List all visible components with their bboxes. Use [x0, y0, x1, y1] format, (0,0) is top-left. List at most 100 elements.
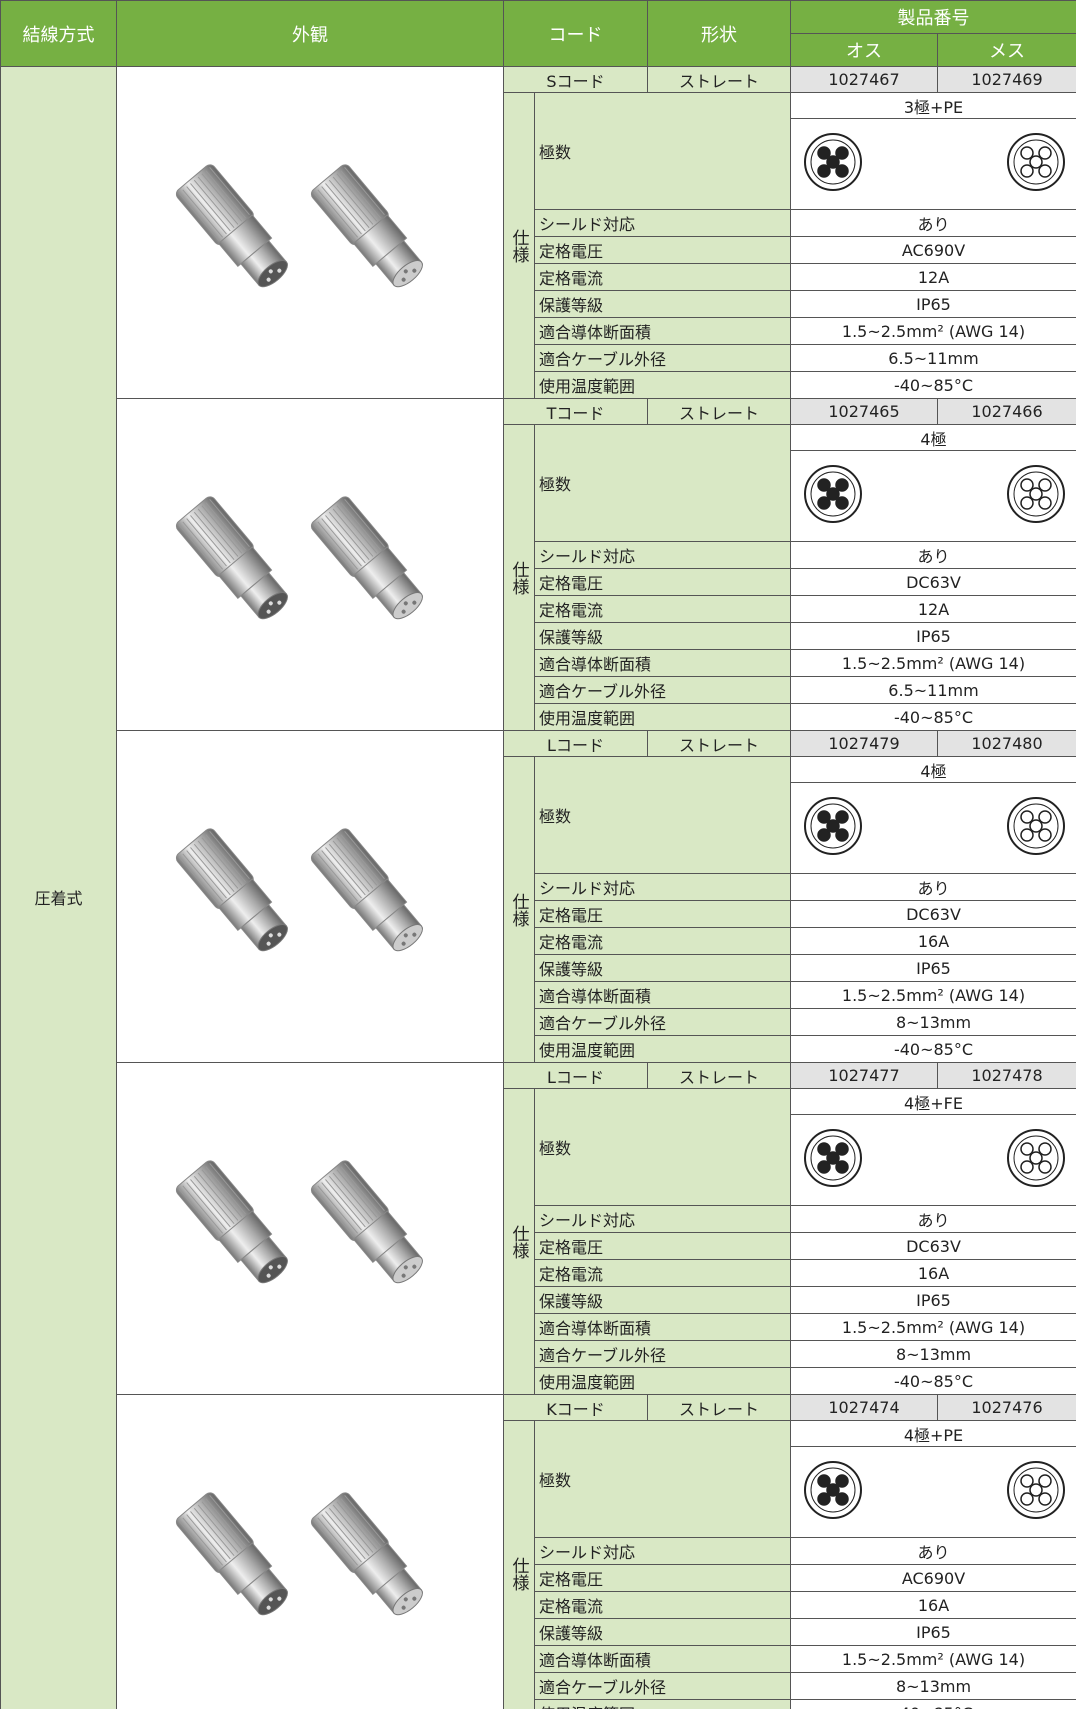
table-row: 定格電圧 DC63V: [1, 900, 1076, 928]
spec-label: 適合導体断面積: [534, 1645, 791, 1673]
table-row: シールド対応 あり: [1, 1205, 1076, 1233]
spec-label: 適合導体断面積: [534, 317, 791, 345]
pin-diagram: [804, 1129, 862, 1187]
spec-label: 適合ケーブル外径: [534, 1008, 791, 1036]
table-row: 使用温度範囲-40~85°C: [1, 703, 1076, 731]
connector-image: [175, 1491, 423, 1615]
pin-diagram: [1007, 133, 1065, 191]
table-row: Lコード ストレート 1027479 1027480: [1, 730, 1076, 1063]
spec-label: 保護等級: [534, 622, 791, 650]
pin-diagram: [804, 465, 862, 523]
spec-value: -40~85°C: [790, 1699, 1076, 1709]
connector: [310, 495, 423, 619]
code: Sコード: [503, 66, 648, 93]
spec-label: 定格電流: [534, 1591, 791, 1619]
table-row: 定格電流 16A: [1, 1591, 1076, 1619]
header-shape: 形状: [647, 0, 791, 67]
table-row: 仕様 極数 4極: [1, 424, 1076, 731]
table-row: シールド対応 あり: [1, 1537, 1076, 1565]
connector-image: [175, 827, 423, 951]
table-row: 保護等級 IP65: [1, 1618, 1076, 1646]
spec-value: あり: [790, 1537, 1076, 1565]
table-row: 適合ケーブル外径 8~13mm: [1, 1008, 1076, 1036]
spec-label: 定格電圧: [534, 236, 791, 264]
spec-label: 定格電流: [534, 595, 791, 623]
pin-diagrams: [804, 797, 1065, 855]
connector: [175, 495, 288, 619]
connector: [175, 1159, 288, 1283]
connector: [310, 1159, 423, 1283]
poles: 4極+FE: [790, 1088, 1076, 1115]
spec-value: 6.5~11mm: [790, 344, 1076, 372]
table-row: Tコード ストレート 1027465 1027466: [1, 398, 1076, 731]
pin-diagram: [1007, 1461, 1065, 1519]
table-body: 圧着式 Sコード ストレート 1027467 1027469 仕様 極数 3極+PE シール…: [0, 66, 1076, 1709]
pin-diagrams: [804, 1461, 1065, 1519]
table-row: 適合導体断面積 1.5~2.5mm² (AWG 14): [1, 1313, 1076, 1341]
poles: 3極+PE: [790, 92, 1076, 119]
spec-value: あり: [790, 873, 1076, 901]
table-row: Kコード ストレート 1027474 1027476: [1, 1394, 1076, 1709]
connector-image: [175, 1159, 423, 1283]
connector: [175, 163, 288, 287]
spec-value: 8~13mm: [790, 1340, 1076, 1368]
spec-value: DC63V: [790, 900, 1076, 928]
spec-value: 12A: [790, 263, 1076, 291]
spec-label: 適合導体断面積: [534, 1313, 791, 1341]
table-row: 定格電流 12A: [1, 595, 1076, 623]
poles: 4極+PE: [790, 1420, 1076, 1447]
table-row: 適合ケーブル外径 8~13mm: [1, 1672, 1076, 1700]
spec-heading: 仕様: [503, 756, 535, 1063]
pin-diagrams: [804, 133, 1065, 191]
pin-diagram: [804, 1461, 862, 1519]
spec-label: 使用温度範囲: [534, 1699, 791, 1709]
table-row: 定格電圧 AC690V: [1, 236, 1076, 264]
male-number: 1027479: [790, 730, 938, 757]
male-number: 1027477: [790, 1062, 938, 1089]
spec-value: 12A: [790, 595, 1076, 623]
female-number: 1027466: [937, 398, 1076, 425]
pin-cell: [790, 450, 1076, 542]
spec-label: 適合ケーブル外径: [534, 1672, 791, 1700]
spec-label: 保護等級: [534, 1286, 791, 1314]
pin-diagrams: [804, 465, 1065, 523]
table-row: [1, 450, 1076, 542]
spec-label: 極数: [534, 1420, 791, 1538]
spec-label: 適合ケーブル外径: [534, 676, 791, 704]
table-row: 仕様 極数 4極+PE: [1, 1420, 1076, 1709]
code: Lコード: [503, 730, 648, 757]
poles: 4極: [790, 424, 1076, 451]
connector: [175, 827, 288, 951]
spec-value: -40~85°C: [790, 1367, 1076, 1395]
code: Kコード: [503, 1394, 648, 1421]
table-row: シールド対応 あり: [1, 873, 1076, 901]
table-row: 定格電流 16A: [1, 927, 1076, 955]
female-number: 1027480: [937, 730, 1076, 757]
male-number: 1027474: [790, 1394, 938, 1421]
pin-cell: [790, 782, 1076, 874]
code: Tコード: [503, 398, 648, 425]
male-number: 1027465: [790, 398, 938, 425]
appearance-cell: [116, 66, 504, 399]
spec-value: DC63V: [790, 568, 1076, 596]
spec-value: 1.5~2.5mm² (AWG 14): [790, 1645, 1076, 1673]
pin-cell: [790, 118, 1076, 210]
header-product-no: 製品番号: [790, 0, 1076, 34]
spec-value: あり: [790, 209, 1076, 237]
code: Lコード: [503, 1062, 648, 1089]
spec-label: 定格電圧: [534, 1232, 791, 1260]
table-row: 使用温度範囲-40~85°C: [1, 1367, 1076, 1395]
spec-label: 適合導体断面積: [534, 981, 791, 1009]
spec-label: 適合導体断面積: [534, 649, 791, 677]
appearance-cell: [116, 730, 504, 1063]
appearance-cell: [116, 398, 504, 731]
spec-value: 1.5~2.5mm² (AWG 14): [790, 317, 1076, 345]
pin-diagram: [804, 133, 862, 191]
table-row: 仕様 極数 4極: [1, 756, 1076, 1063]
shape: ストレート: [647, 1062, 791, 1089]
connector: [175, 1491, 288, 1615]
table-row: 定格電流 12A: [1, 263, 1076, 291]
table-row: 圧着式 Sコード ストレート 1027467 1027469: [0, 66, 1076, 1709]
table-row: 適合導体断面積 1.5~2.5mm² (AWG 14): [1, 981, 1076, 1009]
spec-label: シールド対応: [534, 873, 791, 901]
